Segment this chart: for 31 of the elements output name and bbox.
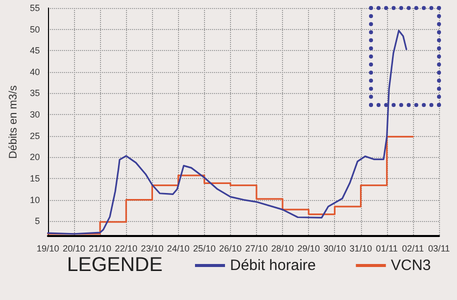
x-tick-label: 22/10 bbox=[114, 244, 138, 254]
x-tick-label: 21/10 bbox=[88, 244, 112, 254]
y-tick-label: 40 bbox=[30, 66, 40, 77]
x-tick-label: 24/10 bbox=[167, 244, 190, 254]
y-tick-label: 35 bbox=[30, 88, 40, 98]
legend-label: VCN3 bbox=[390, 257, 431, 274]
y-tick-label: 15 bbox=[30, 173, 40, 184]
x-tick-label: 29/10 bbox=[297, 244, 320, 254]
legend-title: LEGENDE bbox=[67, 254, 163, 276]
y-tick-label: 10 bbox=[30, 194, 40, 205]
x-tick-label: 23/10 bbox=[140, 244, 164, 254]
x-tick-label: 02/11 bbox=[402, 244, 424, 254]
y-tick-label: 25 bbox=[30, 130, 40, 141]
x-tick-label: 31/10 bbox=[350, 244, 372, 254]
y-tick-label: 20 bbox=[30, 152, 40, 162]
x-tick-label: 28/10 bbox=[271, 244, 294, 254]
x-tick-label: 03/11 bbox=[428, 244, 450, 254]
x-tick-label: 01/11 bbox=[376, 244, 398, 254]
y-tick-label: 55 bbox=[30, 3, 40, 13]
y-tick-label: 5 bbox=[34, 216, 40, 226]
x-tick-label: 19/10 bbox=[36, 244, 60, 254]
y-tick-label: 50 bbox=[30, 24, 40, 34]
x-tick-label: 26/10 bbox=[219, 244, 242, 254]
y-tick-label: 30 bbox=[30, 110, 40, 120]
y-axis-title: Débits en m3/s bbox=[8, 84, 20, 159]
x-tick-label: 30/10 bbox=[323, 244, 346, 254]
x-tick-label: 27/10 bbox=[245, 244, 268, 254]
x-tick-label: 20/10 bbox=[62, 244, 86, 254]
y-tick-label: 45 bbox=[30, 46, 40, 56]
legend-label: Débit horaire bbox=[230, 257, 316, 274]
x-tick-label: 25/10 bbox=[193, 244, 216, 254]
